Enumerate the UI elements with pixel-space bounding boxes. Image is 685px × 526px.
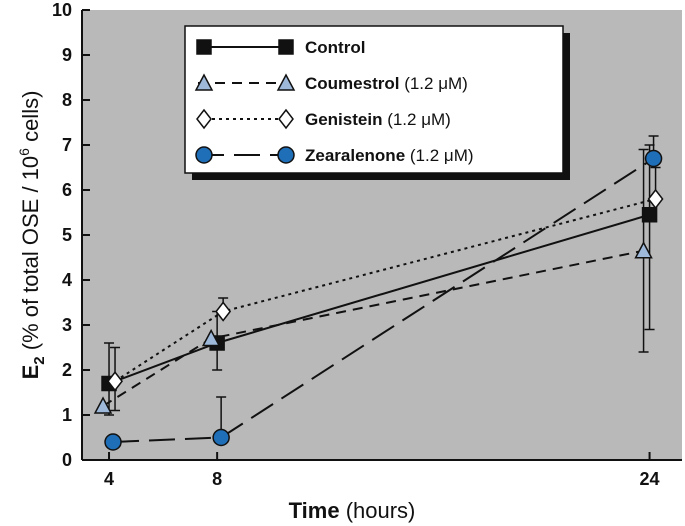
legend-name-control: Control (305, 38, 365, 57)
legend-entry-coumestrol: Coumestrol (1.2 μM) (194, 73, 468, 93)
legend-suffix-genistein: (1.2 μM) (382, 110, 450, 129)
y-axis-title-superscript: 6 (16, 148, 32, 156)
legend-marker-coumestrol (194, 73, 214, 91)
data-point-zearalenone (212, 428, 230, 447)
y-tick-label: 9 (62, 45, 72, 65)
legend-entry-control: Control (196, 38, 365, 57)
legend-marker-zearalenone (277, 146, 295, 164)
y-tick-label: 0 (62, 450, 72, 470)
data-point-zearalenone (104, 433, 122, 451)
x-tick-label: 8 (212, 469, 222, 489)
legend-suffix-coumestrol: (1.2 μM) (399, 74, 467, 93)
legend-label-genistein: Genistein (1.2 μM) (305, 110, 451, 129)
y-axis-title-rest: (% of total OSE / 10 (18, 156, 43, 357)
legend-name-coumestrol: Coumestrol (305, 74, 399, 93)
legend-entry-genistein: Genistein (1.2 μM) (196, 108, 451, 130)
legend-name-zearalenone: Zearalenone (305, 146, 405, 165)
x-axis-title: Time (hours) (289, 498, 416, 523)
y-tick-label: 3 (62, 315, 72, 335)
y-tick-label: 8 (62, 90, 72, 110)
legend-suffix-zearalenone: (1.2 μM) (405, 146, 473, 165)
y-axis-title-main: E (18, 365, 43, 380)
legend-name-genistein: Genistein (305, 110, 382, 129)
series-zearalenone (104, 135, 663, 451)
x-tick-label: 24 (640, 469, 660, 489)
y-axis-title-subscript: 2 (31, 356, 48, 364)
legend-entry-zearalenone: Zearalenone (1.2 μM) (195, 146, 474, 165)
y-tick-label: 4 (62, 270, 72, 290)
data-point-coumestrol (634, 241, 653, 259)
legend-marker-control (196, 39, 212, 55)
y-tick-label: 10 (52, 0, 72, 20)
data-point-genistein (107, 371, 123, 392)
legend-label-control: Control (305, 38, 365, 57)
y-tick-label: 5 (62, 225, 72, 245)
axis-layer: 0 1 2 3 4 5 6 7 8 9 10 4 8 24 (52, 0, 682, 489)
series-coumestrol (93, 148, 653, 414)
legend-label-zearalenone: Zearalenone (1.2 μM) (305, 146, 474, 165)
y-tick-label: 7 (62, 135, 72, 155)
series-layer (93, 135, 664, 451)
data-point-coumestrol (93, 396, 113, 414)
data-point-zearalenone (644, 149, 663, 168)
legend-marker-zearalenone (195, 146, 213, 164)
legend-marker-genistein (278, 108, 294, 130)
series-genistein (107, 166, 664, 412)
x-axis-title-rest: (hours) (340, 498, 416, 523)
data-point-control (641, 207, 658, 223)
y-tick-label: 1 (62, 405, 72, 425)
x-axis-title-main: Time (289, 498, 340, 523)
data-point-coumestrol (201, 328, 221, 347)
y-tick-label: 6 (62, 180, 72, 200)
y-tick-label: 2 (62, 360, 72, 380)
legend-box (184, 25, 564, 174)
x-tick-label: 4 (104, 469, 114, 489)
y-axis-title: E2 (% of total OSE / 106 cells) (16, 91, 48, 380)
legend-label-coumestrol: Coumestrol (1.2 μM) (305, 74, 468, 93)
legend-marker-coumestrol (276, 73, 296, 91)
legend-marker-genistein (196, 108, 212, 130)
data-point-genistein (647, 188, 664, 210)
y-axis-title-suffix: cells) (18, 91, 43, 148)
data-point-genistein (215, 301, 232, 322)
legend-marker-control (278, 39, 294, 55)
